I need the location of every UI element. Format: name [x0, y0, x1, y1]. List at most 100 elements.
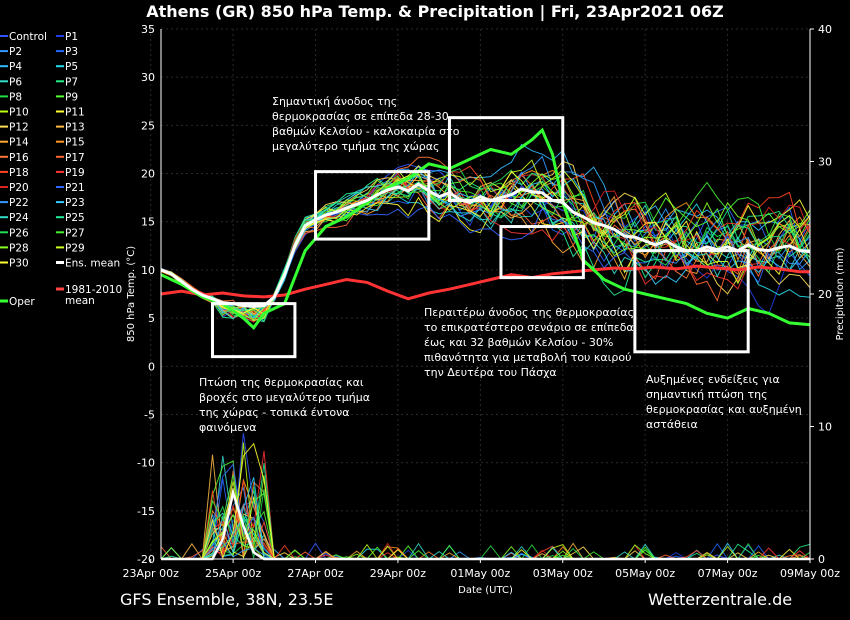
legend-label: 1981-2010 mean — [65, 284, 122, 307]
y2-tick-label: 0 — [818, 553, 825, 566]
chart-title: Athens (GR) 850 hPa Temp. & Precipitatio… — [146, 2, 724, 22]
legend-label: P4 — [9, 61, 22, 73]
annotation-box — [211, 302, 297, 359]
annotation-box — [499, 225, 585, 280]
legend-label: P8 — [9, 91, 22, 103]
y-tick-label: -10 — [137, 457, 155, 470]
member-line — [160, 143, 811, 317]
x-tick-label: 29Apr 00z — [370, 567, 427, 580]
legend-label: P16 — [9, 152, 29, 164]
annotation-box — [314, 170, 431, 241]
legend-label: P28 — [9, 242, 29, 254]
y-tick-label: -20 — [137, 553, 155, 566]
annotation-line: αστάθεια — [646, 418, 698, 431]
mean-precip-line — [161, 487, 810, 561]
annotation-boxes — [211, 116, 750, 359]
ensemble-mean-line — [160, 182, 811, 309]
legend-label: P24 — [9, 212, 29, 224]
y2-tick-label: 10 — [818, 421, 832, 434]
legend-label: P27 — [65, 227, 85, 239]
y-tick-label: 0 — [148, 360, 155, 373]
annotation-line: πιθανότητα για μεταβολή του καιρού — [424, 351, 631, 364]
legend-label: P7 — [65, 76, 78, 88]
annotations: Σημαντική άνοδος της θερμοκρασίας σε επίπ… — [199, 95, 802, 434]
legend-label: P23 — [65, 197, 85, 209]
y-tick-label: 20 — [141, 168, 155, 181]
legend-label: P9 — [65, 91, 78, 103]
annotation-text: Περαιτέρω άνοδος της θερμοκρασίας το επικ… — [424, 306, 634, 379]
x-tick-label: 09May 00z — [780, 567, 840, 580]
legend-label: P6 — [9, 76, 22, 88]
legend-label: P29 — [65, 242, 85, 254]
annotation-text: Αυξημένες ενδείξεις για σημαντική πτώση τ… — [646, 373, 802, 431]
annotation-box — [633, 249, 750, 354]
x-tick-label: 25Apr 00z — [205, 567, 262, 580]
member-precip-line — [160, 475, 810, 560]
legend-label: P30 — [9, 258, 29, 270]
y-tick-label: 5 — [148, 312, 155, 325]
legend-label: P25 — [65, 212, 85, 224]
legend-label: Oper — [9, 296, 35, 308]
legend-label: P26 — [9, 227, 29, 239]
legend-label: P18 — [9, 167, 29, 179]
legend-label: P2 — [9, 46, 22, 58]
legend-label: P21 — [65, 182, 85, 194]
annotation-line: της χώρας - τοπικά έντονα — [199, 406, 350, 419]
member-line — [160, 171, 811, 322]
x-tick-label: 01May 00z — [450, 567, 510, 580]
x-tick-label: 27Apr 00z — [287, 567, 344, 580]
annotation-line: έως και 32 βαθμών Κελσίου - 30% — [424, 336, 613, 349]
annotation-text: Πτώση της θερμοκρασίας και βροχές στο μεγ… — [199, 376, 370, 434]
y-tick-label: -15 — [137, 505, 155, 518]
y-tick-label: 35 — [141, 23, 155, 36]
y-tick-label: -5 — [144, 408, 155, 421]
annotation-line: θερμοκρασίας και αυξημένη — [646, 403, 802, 416]
y2-tick-label: 30 — [818, 156, 832, 169]
annotation-line: το επικρατέστερο σενάριο σε επίπεδα — [424, 321, 634, 334]
x-tick-label: 23Apr 00z — [123, 567, 180, 580]
y-tick-label: 10 — [141, 264, 155, 277]
precipitation-lines — [160, 433, 811, 561]
annotation-line: την Δευτέρα του Πάσχα — [424, 366, 557, 379]
x-tick-label: 03May 00z — [533, 567, 593, 580]
legend-label: Ens. mean — [65, 258, 120, 270]
footer-site: Wetterzentrale.de — [648, 590, 792, 609]
x-tick-label: 05May 00z — [615, 567, 675, 580]
legend-label: P20 — [9, 182, 29, 194]
legend-label: P13 — [65, 122, 85, 134]
main-lines — [160, 127, 811, 561]
legend-label: P14 — [9, 137, 29, 149]
annotation-line: Αυξημένες ενδείξεις για — [646, 373, 780, 386]
y-tick-label: 25 — [141, 119, 155, 132]
legend-label: P22 — [9, 197, 29, 209]
legend-label: P1 — [65, 31, 78, 43]
annotation-line: Σημαντική άνοδος της — [272, 95, 397, 108]
chart-axes: 35 30 25 20 15 10 5 0 -5 -10 -15 -20 40 30 20 10 0 23Apr … — [123, 23, 846, 596]
annotation-line: μεγαλύτερο τμήμα της χώρας — [272, 140, 440, 153]
y-tick-label: 30 — [141, 71, 155, 84]
legend-label: P5 — [65, 61, 78, 73]
x-tick-label: 07May 00z — [698, 567, 758, 580]
legend-label: P15 — [65, 137, 85, 149]
legend-label: Control — [9, 31, 47, 43]
y2-tick-label: 40 — [818, 23, 832, 36]
y2-tick-label: 20 — [818, 288, 832, 301]
y-tick-label: 15 — [141, 216, 155, 229]
y-axis-label: 850 hPa Temp. (°C) — [126, 246, 137, 342]
member-precip-line — [161, 489, 811, 560]
legend-label: P19 — [65, 167, 85, 179]
y2-axis-label: Precipitation (mm) — [835, 247, 846, 340]
x-axis-label: Date (UTC) — [458, 585, 513, 596]
legend-label: P17 — [65, 152, 85, 164]
annotation-line: βροχές στο μεγαλύτερο τμήμα — [199, 391, 370, 404]
legend-label: P12 — [9, 122, 29, 134]
annotation-line: Περαιτέρω άνοδος της θερμοκρασίας — [424, 306, 634, 319]
annotation-line: θερμοκρασίας σε επίπεδα 28-30 — [272, 110, 449, 123]
annotation-line: φαινόμενα — [199, 421, 256, 434]
annotation-line: Πτώση της θερμοκρασίας και — [199, 376, 364, 389]
oper-line — [160, 127, 811, 330]
legend-label: P10 — [9, 107, 29, 119]
chart-legend: Control P1 P2 P3 P4 P5 P6 P7 P8 P9 P10 P11 P12 P13 P14… — [0, 31, 122, 308]
climate-mean-line — [160, 264, 810, 301]
